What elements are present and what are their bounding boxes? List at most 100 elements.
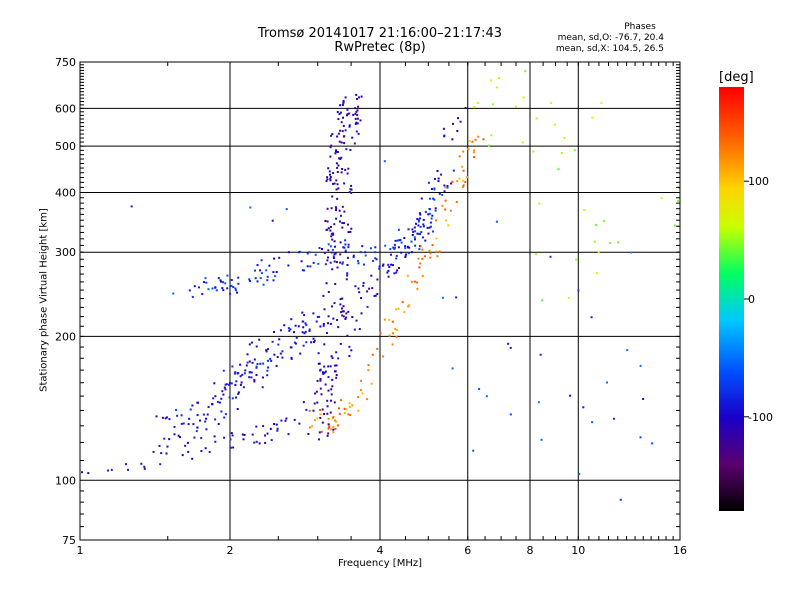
data-point [386, 271, 389, 274]
data-point [241, 373, 244, 376]
data-point [613, 417, 615, 420]
data-point [323, 412, 325, 415]
data-point [333, 260, 336, 263]
data-point [307, 433, 310, 435]
data-point [87, 472, 90, 475]
data-point [426, 226, 429, 229]
phase-colorbar [719, 87, 744, 511]
data-point [381, 264, 384, 267]
data-point [327, 243, 330, 246]
data-point [336, 197, 339, 200]
data-point [473, 106, 476, 109]
data-point [266, 369, 269, 372]
data-point [316, 417, 319, 420]
data-point [230, 382, 233, 385]
data-point [387, 269, 390, 272]
data-point [130, 205, 133, 208]
data-point [440, 173, 443, 176]
data-point [196, 426, 199, 429]
data-point [414, 238, 416, 241]
trace-sporadic [130, 160, 654, 501]
data-point [320, 430, 323, 433]
data-point [582, 406, 585, 409]
data-point [485, 395, 488, 398]
data-point [343, 182, 346, 185]
data-point [462, 150, 465, 153]
data-point [549, 255, 552, 258]
data-point [390, 263, 393, 266]
data-point [305, 341, 308, 344]
data-point [319, 379, 322, 382]
data-point [315, 320, 318, 323]
data-point [160, 452, 163, 455]
data-point [223, 436, 226, 439]
data-point [276, 429, 279, 432]
data-point [329, 146, 332, 149]
data-point [250, 371, 253, 374]
data-point [251, 433, 254, 436]
data-point [341, 226, 344, 229]
data-point [351, 136, 354, 139]
data-point [324, 263, 327, 266]
data-point [275, 423, 278, 426]
data-point [366, 290, 369, 293]
data-point [341, 261, 344, 264]
data-point [316, 401, 319, 404]
data-point [441, 204, 444, 207]
data-point [205, 417, 208, 420]
data-point [353, 142, 356, 145]
data-point [264, 441, 267, 444]
data-point [344, 250, 347, 253]
data-point [266, 275, 269, 278]
data-point [639, 436, 642, 439]
data-point [330, 144, 333, 147]
data-point [369, 247, 372, 250]
data-point [357, 287, 360, 290]
data-point [346, 113, 349, 116]
data-point [335, 209, 337, 212]
data-point [228, 383, 231, 386]
data-point [336, 261, 338, 264]
data-point [489, 79, 492, 82]
data-point [274, 275, 277, 278]
data-point [538, 202, 541, 205]
data-point [430, 225, 432, 228]
data-point [462, 184, 465, 187]
data-point [217, 423, 220, 425]
data-point [532, 150, 535, 153]
data-point [376, 278, 379, 281]
data-point [591, 421, 594, 424]
data-point [444, 208, 447, 211]
data-point [347, 223, 349, 226]
data-point [214, 395, 217, 398]
data-point [217, 277, 220, 280]
data-point [240, 381, 243, 384]
data-point [295, 336, 298, 339]
data-point [200, 437, 203, 440]
data-point [173, 433, 176, 436]
data-point [331, 238, 334, 241]
data-point [357, 260, 359, 262]
data-point [387, 263, 390, 266]
data-point [422, 225, 425, 228]
data-point [222, 289, 225, 292]
data-point [204, 420, 207, 423]
data-point [187, 441, 189, 444]
data-point [337, 407, 340, 410]
data-point [575, 258, 578, 261]
data-point [352, 113, 355, 116]
data-point [344, 129, 347, 132]
data-point [341, 297, 344, 300]
data-point [660, 197, 663, 200]
phases-o-stats: mean, sd,O: -76.7, 20.4 [557, 33, 664, 43]
data-point [326, 434, 329, 437]
data-point [376, 293, 379, 296]
data-point [329, 229, 332, 232]
data-point [326, 332, 328, 334]
data-point [266, 374, 269, 377]
data-point [234, 287, 237, 290]
data-point [450, 182, 453, 185]
data-point [396, 269, 399, 272]
data-point [328, 170, 331, 173]
data-point [567, 296, 570, 299]
